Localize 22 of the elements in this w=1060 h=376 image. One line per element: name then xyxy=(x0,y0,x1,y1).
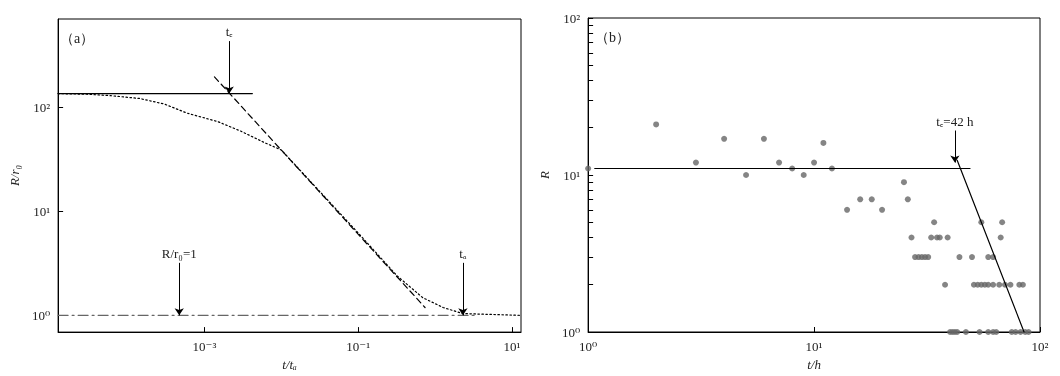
y-tick-label: 10¹ xyxy=(563,167,581,183)
annotation: tₐ xyxy=(459,245,467,261)
x-tick-label: 10⁻¹ xyxy=(346,339,371,355)
y-tick-label: 10⁰ xyxy=(31,307,51,323)
annotation: tₑ=42 h xyxy=(936,113,974,129)
x-tick-label: 10² xyxy=(1031,339,1049,354)
x-tick-label: 10¹ xyxy=(503,339,521,355)
x-tick-label: 10⁰ xyxy=(579,339,598,354)
x-tick-label: 10¹ xyxy=(805,339,823,354)
y-tick-label: 10⁰ xyxy=(561,324,581,340)
annotation: （b） xyxy=(595,29,630,45)
x-axis-title: t/tₐ xyxy=(282,357,298,372)
annotation: （a） xyxy=(60,30,95,46)
y-tick-label: 10² xyxy=(563,10,581,26)
y-tick-label: 10¹ xyxy=(33,203,51,219)
y-axis-title: R/r₀ xyxy=(7,164,22,188)
annotation: tₑ xyxy=(225,24,234,40)
x-axis-title: t/h xyxy=(807,356,821,372)
y-axis-title: R xyxy=(537,170,552,180)
x-tick-label: 10⁻³ xyxy=(192,339,217,355)
y-tick-label: 10² xyxy=(33,99,51,115)
annotation: R/r₀=1 xyxy=(161,245,197,261)
